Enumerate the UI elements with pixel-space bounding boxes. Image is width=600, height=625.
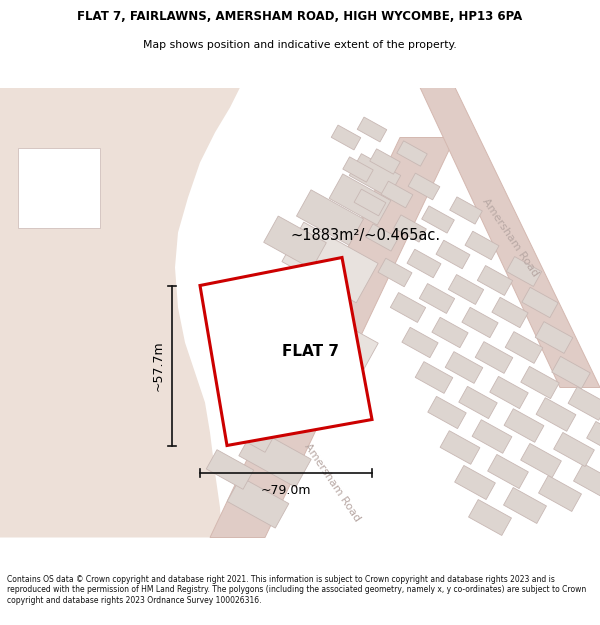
Polygon shape — [282, 222, 378, 302]
Polygon shape — [206, 450, 254, 489]
Polygon shape — [535, 322, 573, 353]
Polygon shape — [210, 138, 455, 538]
Polygon shape — [415, 362, 453, 393]
Text: FLAT 7, FAIRLAWNS, AMERSHAM ROAD, HIGH WYCOMBE, HP13 6PA: FLAT 7, FAIRLAWNS, AMERSHAM ROAD, HIGH W… — [77, 10, 523, 23]
Text: Amersham Road: Amersham Road — [480, 196, 540, 279]
Polygon shape — [459, 386, 497, 419]
Polygon shape — [407, 249, 441, 278]
Polygon shape — [462, 308, 498, 338]
Polygon shape — [229, 412, 275, 452]
Polygon shape — [354, 189, 386, 216]
Polygon shape — [506, 256, 542, 286]
Polygon shape — [329, 174, 391, 225]
Text: ~57.7m: ~57.7m — [151, 340, 164, 391]
Polygon shape — [492, 298, 528, 328]
Polygon shape — [227, 477, 289, 528]
Polygon shape — [475, 342, 513, 373]
Polygon shape — [536, 398, 576, 431]
Polygon shape — [440, 431, 480, 464]
Polygon shape — [343, 157, 373, 182]
Polygon shape — [587, 421, 600, 456]
Polygon shape — [420, 88, 600, 388]
Polygon shape — [504, 409, 544, 442]
Polygon shape — [422, 206, 454, 233]
Polygon shape — [465, 231, 499, 260]
Polygon shape — [331, 125, 361, 150]
Polygon shape — [370, 149, 400, 174]
Polygon shape — [554, 432, 595, 466]
Polygon shape — [488, 454, 529, 489]
Polygon shape — [402, 328, 438, 357]
Polygon shape — [448, 274, 484, 304]
Text: Amersham Road: Amersham Road — [302, 441, 362, 524]
Polygon shape — [472, 420, 512, 453]
Polygon shape — [478, 266, 512, 296]
Polygon shape — [522, 288, 558, 318]
Polygon shape — [428, 396, 466, 429]
Polygon shape — [357, 117, 387, 142]
Polygon shape — [568, 387, 600, 420]
Text: ~1883m²/~0.465ac.: ~1883m²/~0.465ac. — [290, 228, 440, 243]
Polygon shape — [436, 240, 470, 269]
Polygon shape — [408, 173, 440, 200]
Text: Contains OS data © Crown copyright and database right 2021. This information is : Contains OS data © Crown copyright and d… — [7, 575, 586, 605]
Polygon shape — [539, 476, 581, 511]
Polygon shape — [365, 224, 398, 251]
Polygon shape — [432, 318, 468, 348]
Polygon shape — [552, 356, 590, 389]
Polygon shape — [381, 181, 413, 208]
Polygon shape — [469, 499, 511, 536]
Polygon shape — [521, 444, 562, 478]
Polygon shape — [419, 284, 455, 314]
Polygon shape — [505, 332, 543, 363]
Polygon shape — [521, 366, 559, 399]
Polygon shape — [394, 215, 427, 242]
Polygon shape — [449, 197, 482, 224]
Polygon shape — [445, 352, 483, 383]
Polygon shape — [18, 148, 100, 228]
Polygon shape — [239, 428, 311, 488]
Polygon shape — [263, 216, 326, 269]
Polygon shape — [349, 154, 401, 198]
Text: FLAT 7: FLAT 7 — [282, 344, 339, 359]
Polygon shape — [378, 258, 412, 287]
Text: Map shows position and indicative extent of the property.: Map shows position and indicative extent… — [143, 39, 457, 49]
Polygon shape — [397, 141, 427, 166]
Polygon shape — [0, 88, 240, 538]
Polygon shape — [296, 190, 364, 245]
Polygon shape — [574, 464, 600, 499]
Text: ~79.0m: ~79.0m — [261, 484, 311, 497]
Polygon shape — [242, 285, 378, 400]
Polygon shape — [200, 258, 372, 446]
Polygon shape — [391, 292, 425, 322]
Polygon shape — [455, 466, 496, 499]
Polygon shape — [503, 488, 547, 524]
Polygon shape — [490, 376, 528, 409]
